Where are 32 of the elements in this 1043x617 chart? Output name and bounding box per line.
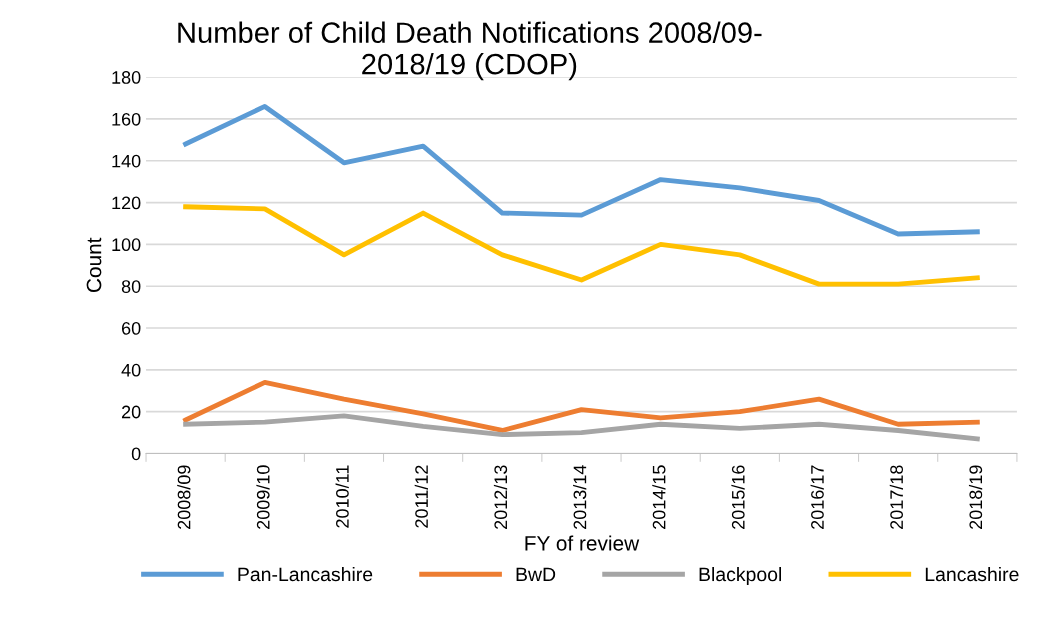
legend-label: Lancashire bbox=[925, 566, 1019, 582]
x-tick-label: 2011/12 bbox=[414, 465, 428, 528]
y-tick-label: 80 bbox=[121, 280, 141, 293]
y-tick-label: 120 bbox=[112, 196, 141, 210]
y-tick-label: 100 bbox=[112, 238, 141, 252]
x-tick-label: 2013/14 bbox=[573, 465, 587, 529]
x-tick-label: 2008/09 bbox=[177, 465, 191, 529]
line-series bbox=[183, 413, 980, 442]
y-tick-label: 160 bbox=[112, 112, 141, 126]
line-series bbox=[183, 379, 980, 433]
x-tick-label: 2010/11 bbox=[335, 465, 349, 528]
line-series bbox=[183, 204, 980, 287]
y-tick-label: 140 bbox=[112, 154, 141, 168]
x-axis-title: FY of review bbox=[525, 535, 640, 551]
y-axis-title: Count bbox=[86, 237, 102, 293]
y-tick-label: 20 bbox=[121, 405, 141, 419]
chart-title: Number of Child Death Notifications 2008/09- 2018/19 (CDOP) bbox=[178, 21, 762, 81]
y-tick-label: 40 bbox=[121, 363, 141, 377]
x-tick-label: 2014/15 bbox=[652, 465, 666, 529]
x-tick-label: 2009/10 bbox=[256, 465, 270, 529]
legend-label: BwD bbox=[516, 567, 556, 582]
legend-label: Blackpool bbox=[699, 566, 782, 586]
x-tick-label: 2016/17 bbox=[810, 465, 824, 529]
y-tick-label: 60 bbox=[121, 321, 141, 335]
legend-label: Pan-Lancashire bbox=[238, 566, 373, 582]
x-tick-label: 2015/16 bbox=[731, 465, 745, 529]
line-series bbox=[183, 103, 980, 237]
x-tick-label: 2018/19 bbox=[968, 465, 983, 529]
x-tick-label: 2012/13 bbox=[493, 465, 508, 529]
y-tick-label: 180 bbox=[112, 71, 141, 84]
x-tick-label: 2017/18 bbox=[889, 465, 904, 529]
y-tick-label: 0 bbox=[131, 447, 141, 461]
